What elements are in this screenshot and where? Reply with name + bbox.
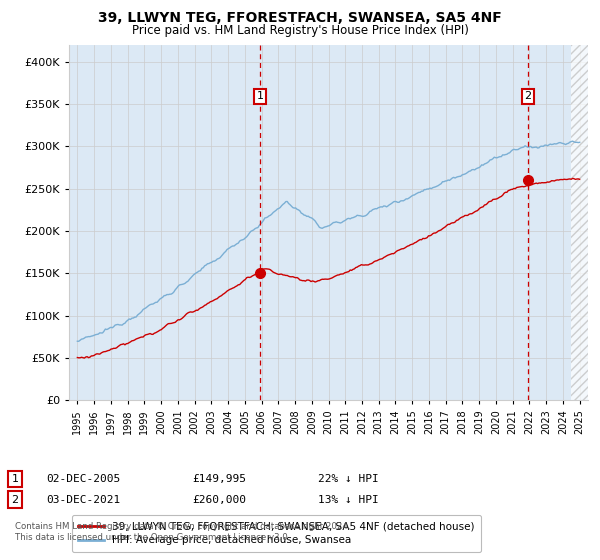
Text: This data is licensed under the Open Government Licence v3.0.: This data is licensed under the Open Gov… xyxy=(15,533,290,542)
Text: 02-DEC-2005: 02-DEC-2005 xyxy=(46,474,121,484)
Text: 22% ↓ HPI: 22% ↓ HPI xyxy=(318,474,379,484)
Text: 13% ↓ HPI: 13% ↓ HPI xyxy=(318,494,379,505)
Bar xyxy=(571,45,596,400)
Text: Price paid vs. HM Land Registry's House Price Index (HPI): Price paid vs. HM Land Registry's House … xyxy=(131,24,469,36)
Text: £260,000: £260,000 xyxy=(192,494,246,505)
Text: £149,995: £149,995 xyxy=(192,474,246,484)
Legend: 39, LLWYN TEG, FFORESTFACH, SWANSEA, SA5 4NF (detached house), HPI: Average pric: 39, LLWYN TEG, FFORESTFACH, SWANSEA, SA5… xyxy=(71,515,481,552)
Text: 2: 2 xyxy=(11,494,19,505)
Bar xyxy=(571,45,596,400)
Text: 1: 1 xyxy=(257,91,263,101)
Text: 1: 1 xyxy=(11,474,19,484)
Text: 39, LLWYN TEG, FFORESTFACH, SWANSEA, SA5 4NF: 39, LLWYN TEG, FFORESTFACH, SWANSEA, SA5… xyxy=(98,11,502,25)
Text: 03-DEC-2021: 03-DEC-2021 xyxy=(46,494,121,505)
Text: 2: 2 xyxy=(524,91,532,101)
Text: Contains HM Land Registry data © Crown copyright and database right 2024.: Contains HM Land Registry data © Crown c… xyxy=(15,522,350,531)
